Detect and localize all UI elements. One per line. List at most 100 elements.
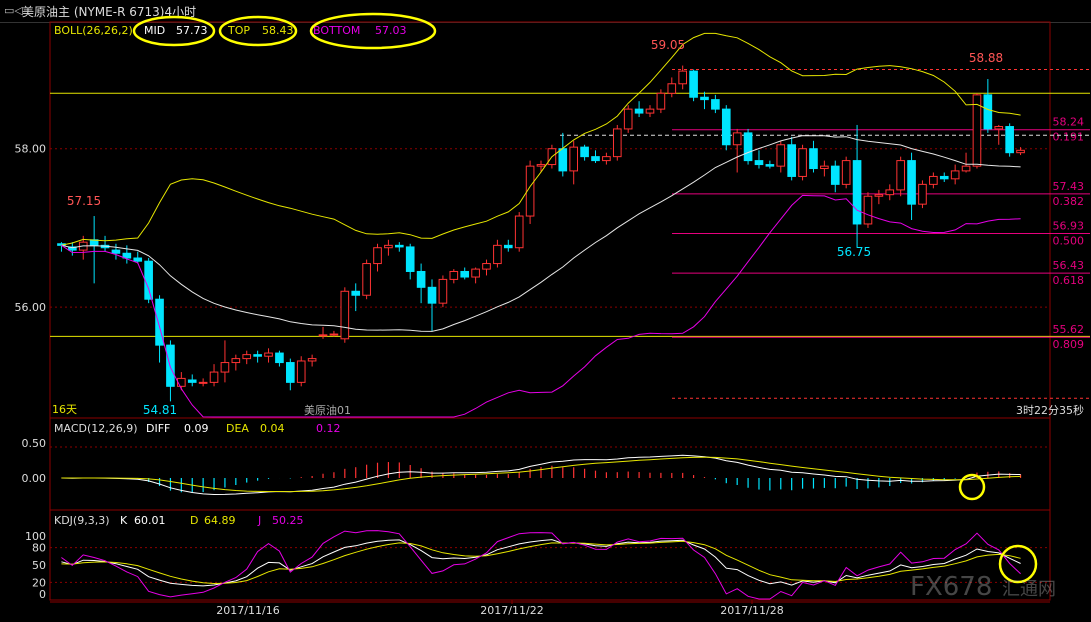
candle-body bbox=[918, 183, 927, 205]
candle-body bbox=[885, 189, 895, 196]
candle-body bbox=[438, 278, 448, 304]
brand-watermark: FX678 bbox=[910, 572, 992, 602]
candle-body bbox=[721, 108, 731, 146]
candle-body bbox=[133, 257, 143, 262]
candle-body bbox=[711, 99, 720, 110]
kdj-d-label: D bbox=[190, 514, 198, 527]
candle-body bbox=[787, 144, 796, 177]
fib-ratio-label: 0.618 bbox=[1053, 274, 1085, 287]
candle-body bbox=[177, 377, 186, 387]
fib-price-label: 56.43 bbox=[1053, 259, 1085, 272]
candle-body bbox=[667, 83, 677, 94]
candle-body bbox=[994, 126, 1004, 130]
candle-body bbox=[612, 128, 622, 158]
candle-body bbox=[351, 290, 361, 296]
window-title: 美原油主 (NYME-R 6713)4小时 bbox=[22, 5, 197, 19]
kdj-d-line bbox=[61, 540, 1021, 585]
fib-price-label: 55.62 bbox=[1053, 323, 1085, 336]
candle-body bbox=[427, 286, 437, 304]
candle-body bbox=[384, 244, 393, 249]
candle-body bbox=[482, 263, 491, 270]
candle-body bbox=[242, 354, 252, 360]
candle-body bbox=[144, 260, 153, 300]
candle-body bbox=[776, 144, 786, 167]
kdj-k-line bbox=[61, 539, 1021, 587]
candle-body bbox=[449, 270, 459, 280]
fib-ratio-label: 0.809 bbox=[1053, 338, 1085, 351]
candle-body bbox=[689, 70, 698, 98]
kdj-axis-label: 50 bbox=[32, 559, 46, 572]
candle-body bbox=[460, 270, 470, 278]
candle-body bbox=[863, 195, 873, 225]
boll-bottom-value: 57.03 bbox=[375, 24, 407, 37]
price-panel-frame bbox=[49, 21, 1051, 419]
candle-body bbox=[961, 165, 971, 172]
candle-body bbox=[743, 132, 753, 162]
kdj-label: KDJ(9,3,3) bbox=[54, 514, 110, 527]
kdj-d-value: 64.89 bbox=[204, 514, 236, 527]
kdj-axis-label: 80 bbox=[32, 542, 46, 555]
kdj-panel-frame bbox=[49, 509, 1051, 601]
macd-dea-label: DEA bbox=[226, 422, 249, 435]
candle-body bbox=[950, 170, 960, 180]
instrument-label: 美原油01 bbox=[304, 403, 351, 417]
low-annotation: 54.81 bbox=[143, 403, 177, 417]
candle-body bbox=[852, 160, 862, 225]
kdj-j-label: J bbox=[257, 514, 261, 527]
fib-ratio-label: 0.500 bbox=[1053, 234, 1085, 247]
kdj-highlight-circle bbox=[998, 544, 1038, 584]
candle-body bbox=[362, 263, 371, 296]
annotation-57-15: 57.15 bbox=[67, 194, 101, 208]
macd-label: MACD(12,26,9) bbox=[54, 422, 138, 435]
brand-watermark-cn: 汇通网 bbox=[1002, 579, 1056, 600]
macd-axis-label: 0.50 bbox=[22, 437, 47, 450]
candle-body bbox=[405, 246, 415, 272]
candle-body bbox=[809, 148, 818, 170]
candle-body bbox=[602, 156, 611, 162]
candle-body bbox=[623, 108, 633, 130]
boll-top-line bbox=[61, 32, 1021, 246]
date-axis-label: 2017/11/28 bbox=[720, 604, 783, 617]
date-axis-label: 2017/11/22 bbox=[480, 604, 543, 617]
macd-dea-line bbox=[61, 456, 1021, 493]
candle-body bbox=[656, 92, 666, 110]
annotation-56-75: 56.75 bbox=[837, 245, 871, 259]
candle-body bbox=[907, 160, 916, 205]
boll-mid-line bbox=[61, 135, 1021, 332]
candle-body bbox=[1016, 149, 1025, 154]
candle-body bbox=[874, 194, 884, 197]
candle-body bbox=[678, 70, 688, 85]
fib-price-label: 56.93 bbox=[1053, 219, 1085, 232]
candle-body bbox=[231, 358, 241, 364]
candle-body bbox=[373, 247, 382, 265]
price-axis-label: 58.00 bbox=[15, 143, 47, 156]
date-axis-label: 2017/11/16 bbox=[216, 604, 279, 617]
boll-mid-label: MID bbox=[144, 24, 165, 37]
candle-body bbox=[209, 371, 219, 383]
candle-body bbox=[700, 96, 709, 101]
candle-body bbox=[536, 164, 546, 167]
boll-bottom-line bbox=[61, 194, 1021, 418]
macd-diff-value: 0.09 bbox=[184, 422, 209, 435]
kdj-axis-label: 100 bbox=[25, 530, 46, 543]
kdj-k-label: K bbox=[120, 514, 128, 527]
candle-body bbox=[503, 244, 513, 249]
candle-body bbox=[972, 94, 982, 167]
candle-body bbox=[896, 160, 905, 191]
candle-body bbox=[307, 358, 317, 362]
boll-bottom-label: BOTTOM bbox=[313, 24, 360, 37]
candle-body bbox=[111, 249, 121, 254]
candle-body bbox=[493, 244, 502, 265]
macd-dea-value: 0.04 bbox=[260, 422, 285, 435]
macd-diff-line bbox=[61, 454, 1021, 496]
period-label: 16天 bbox=[52, 403, 77, 416]
bottom-highlight-circle bbox=[309, 12, 437, 50]
candle-body bbox=[416, 270, 426, 288]
high-annotation: 59.05 bbox=[651, 38, 685, 52]
candle-body bbox=[318, 334, 328, 337]
window-icon[interactable]: ▭◁ bbox=[4, 4, 23, 17]
candle-body bbox=[329, 333, 339, 336]
candle-body bbox=[395, 244, 404, 248]
candle-body bbox=[253, 354, 262, 357]
